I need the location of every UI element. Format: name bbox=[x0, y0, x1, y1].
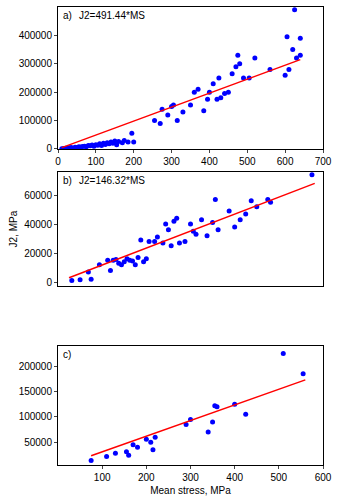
svg-text:400000: 400000 bbox=[19, 30, 53, 41]
svg-text:50000: 50000 bbox=[24, 437, 52, 448]
svg-text:100000: 100000 bbox=[19, 115, 53, 126]
svg-text:200000: 200000 bbox=[19, 87, 53, 98]
svg-text:100000: 100000 bbox=[19, 411, 53, 422]
svg-text:200: 200 bbox=[138, 472, 155, 483]
svg-text:600: 600 bbox=[315, 472, 332, 483]
svg-text:60000: 60000 bbox=[24, 190, 52, 201]
svg-text:a): a) bbox=[63, 10, 72, 21]
svg-text:400: 400 bbox=[226, 472, 243, 483]
svg-text:300: 300 bbox=[182, 472, 199, 483]
svg-text:0: 0 bbox=[46, 143, 52, 154]
svg-text:20000: 20000 bbox=[24, 248, 52, 259]
svg-text:J2=491.44*MS: J2=491.44*MS bbox=[79, 10, 145, 21]
svg-text:300: 300 bbox=[163, 156, 180, 167]
svg-text:J2=146.32*MS: J2=146.32*MS bbox=[79, 175, 145, 186]
svg-text:600: 600 bbox=[277, 156, 294, 167]
svg-text:100: 100 bbox=[88, 156, 105, 167]
svg-text:500: 500 bbox=[239, 156, 256, 167]
svg-text:200: 200 bbox=[125, 156, 142, 167]
svg-text:150000: 150000 bbox=[19, 386, 53, 397]
svg-text:200000: 200000 bbox=[19, 361, 53, 372]
svg-text:700: 700 bbox=[315, 156, 332, 167]
svg-text:0: 0 bbox=[46, 277, 52, 288]
svg-text:J2, MPa: J2, MPa bbox=[8, 210, 19, 247]
svg-text:40000: 40000 bbox=[24, 219, 52, 230]
svg-text:400: 400 bbox=[201, 156, 218, 167]
svg-text:500: 500 bbox=[270, 472, 287, 483]
svg-text:300000: 300000 bbox=[19, 58, 53, 69]
svg-text:c): c) bbox=[63, 349, 71, 360]
svg-text:100: 100 bbox=[94, 472, 111, 483]
svg-text:b): b) bbox=[63, 175, 72, 186]
svg-text:Mean stress, MPa: Mean stress, MPa bbox=[150, 485, 231, 496]
svg-text:0: 0 bbox=[55, 156, 61, 167]
